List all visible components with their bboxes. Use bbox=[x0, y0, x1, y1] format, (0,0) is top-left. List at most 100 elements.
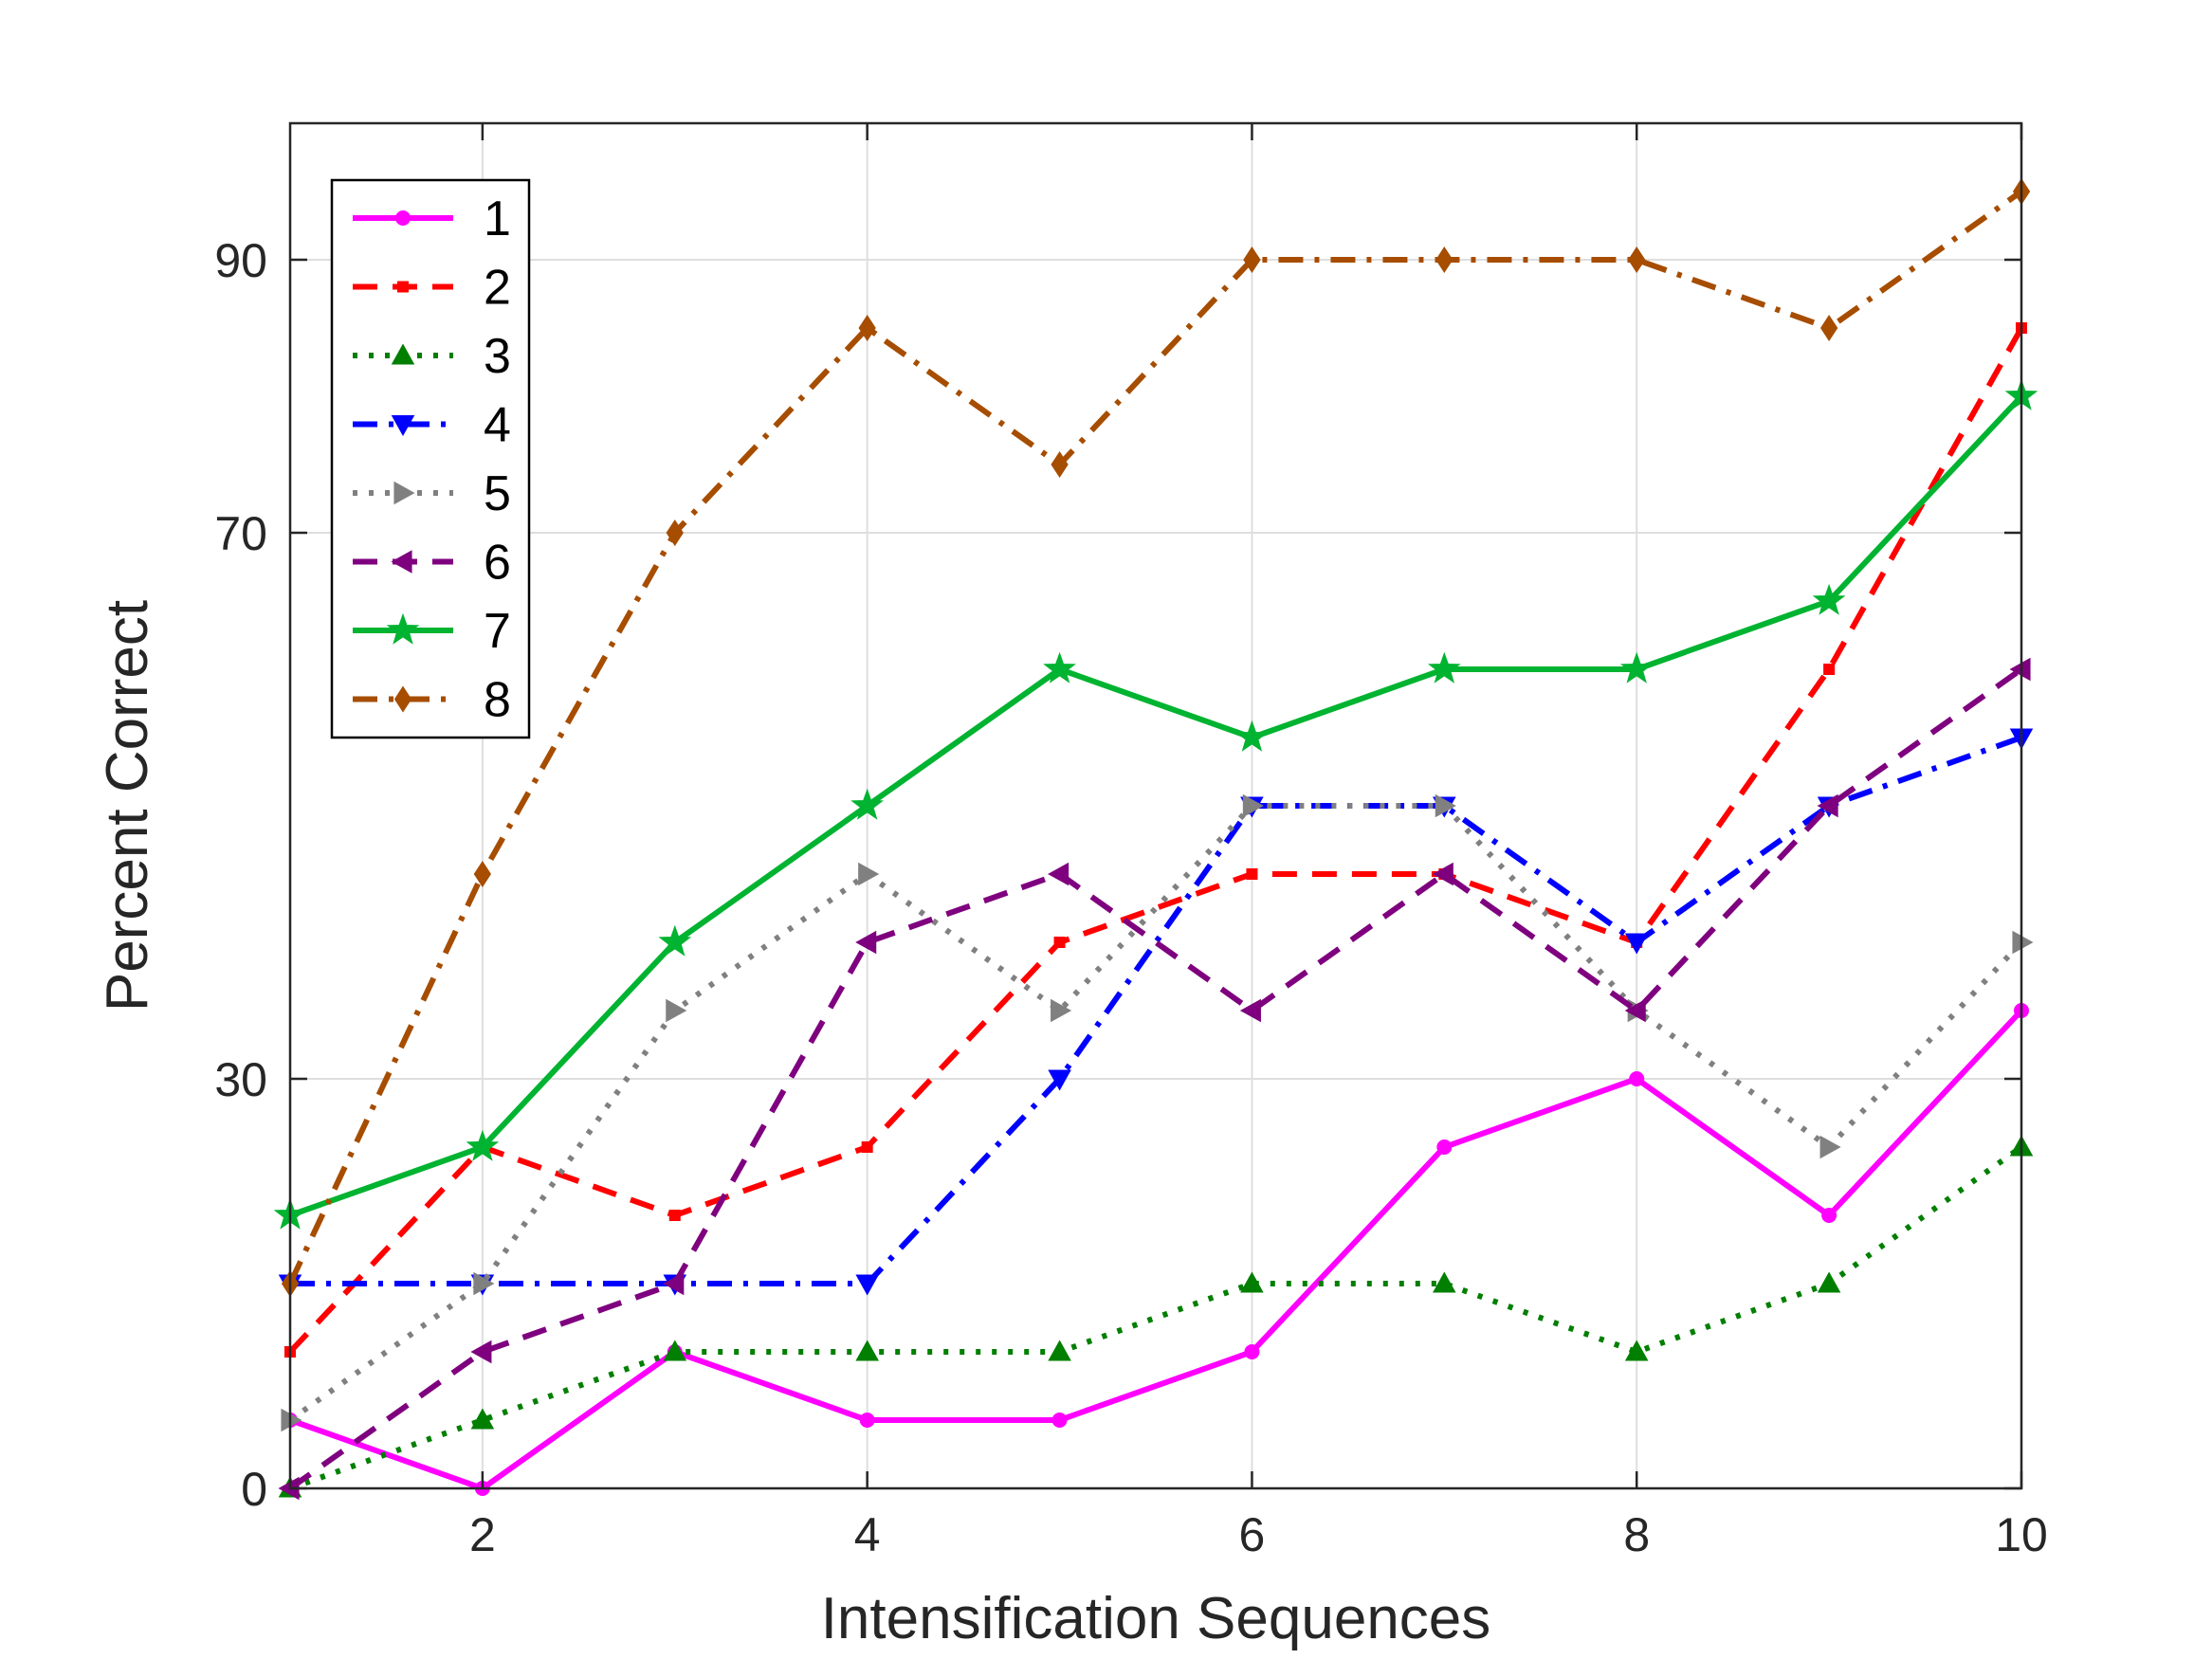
legend-marker bbox=[391, 414, 415, 437]
series-line-7 bbox=[288, 393, 2024, 1218]
y-tick-label: 70 bbox=[214, 507, 267, 560]
data-point bbox=[1821, 1208, 1837, 1223]
series-line-8 bbox=[287, 189, 2023, 1285]
data-point bbox=[1435, 793, 1456, 818]
data-point bbox=[1051, 998, 1072, 1023]
data-point bbox=[858, 315, 876, 341]
series-line-1 bbox=[288, 1008, 2024, 1491]
data-point bbox=[1823, 664, 1836, 675]
data-point bbox=[1048, 862, 1069, 886]
series-line-4 bbox=[290, 735, 2023, 1286]
data-point bbox=[1817, 1271, 1841, 1293]
x-tick-label: 6 bbox=[1239, 1508, 1266, 1561]
legend-marker bbox=[393, 481, 415, 505]
data-point bbox=[855, 1340, 879, 1361]
data-point bbox=[1628, 246, 1646, 273]
plot-frame bbox=[288, 121, 2023, 1490]
plot-area bbox=[290, 123, 2021, 1488]
series-line-6 bbox=[288, 666, 2023, 1491]
data-point bbox=[1048, 1069, 1071, 1091]
data-point bbox=[1051, 1413, 1068, 1428]
data-point bbox=[1433, 1271, 1456, 1293]
legend-item-6: 6 bbox=[353, 536, 511, 591]
data-point bbox=[861, 1141, 873, 1153]
data-point bbox=[1427, 651, 1461, 684]
legend-item-7: 7 bbox=[353, 604, 511, 659]
legend-item-3: 3 bbox=[353, 329, 511, 384]
legend-marker bbox=[393, 685, 412, 713]
y-tick-label: 0 bbox=[241, 1463, 267, 1516]
legend-label: 7 bbox=[484, 604, 511, 659]
data-point bbox=[1048, 1340, 1071, 1361]
y-axis-title: Percent Correct bbox=[95, 600, 160, 1012]
data-point bbox=[1246, 868, 1258, 880]
x-tick-label: 10 bbox=[1995, 1508, 2048, 1561]
legend-label: 5 bbox=[484, 466, 511, 521]
data-point bbox=[858, 862, 880, 886]
data-point bbox=[1624, 933, 1649, 955]
data-point bbox=[473, 1271, 495, 1296]
series-8 bbox=[281, 177, 2031, 1298]
series-line-2 bbox=[287, 326, 2024, 1355]
axis-ticks bbox=[290, 123, 2023, 1490]
data-point bbox=[1435, 246, 1453, 273]
data-point bbox=[1239, 998, 1261, 1023]
legend-label: 1 bbox=[484, 191, 511, 246]
legend-label: 4 bbox=[484, 398, 511, 453]
data-point bbox=[666, 520, 684, 547]
data-point bbox=[1624, 1340, 1649, 1361]
y-tick-label: 30 bbox=[214, 1053, 267, 1106]
legend: 1 2 3 4 5 6 7 8 bbox=[330, 178, 531, 739]
data-point bbox=[470, 1408, 495, 1430]
data-point bbox=[855, 930, 877, 955]
data-point bbox=[1819, 1135, 1841, 1159]
legend-label: 3 bbox=[484, 329, 511, 384]
y-tick-label: 90 bbox=[214, 234, 267, 287]
data-point bbox=[1051, 451, 1069, 478]
data-point bbox=[1432, 862, 1453, 886]
legend-marker bbox=[395, 210, 411, 226]
data-point bbox=[1243, 246, 1261, 273]
x-tick-label: 8 bbox=[1623, 1508, 1650, 1561]
data-point bbox=[1624, 998, 1646, 1023]
data-point bbox=[1812, 583, 1846, 615]
data-point bbox=[666, 998, 687, 1023]
data-point bbox=[855, 1274, 879, 1296]
x-tick-label: 2 bbox=[469, 1508, 496, 1561]
legend-item-5: 5 bbox=[353, 466, 511, 521]
data-point bbox=[663, 1271, 685, 1296]
data-point bbox=[1053, 937, 1066, 948]
data-point bbox=[1242, 793, 1264, 818]
legend-item-4: 4 bbox=[353, 398, 511, 453]
data-point bbox=[1043, 651, 1076, 684]
data-point bbox=[663, 1340, 687, 1361]
data-point bbox=[658, 924, 692, 957]
legend-marker bbox=[391, 550, 412, 574]
data-point bbox=[1235, 720, 1269, 752]
data-point bbox=[1436, 1139, 1453, 1155]
legend-marker bbox=[397, 281, 409, 293]
legend-label: 2 bbox=[484, 261, 511, 316]
data-point bbox=[859, 1413, 875, 1428]
legend-marker bbox=[386, 612, 420, 645]
data-point bbox=[1619, 651, 1654, 684]
legend-box bbox=[330, 178, 531, 739]
data-point bbox=[1240, 1271, 1264, 1293]
data-point bbox=[850, 788, 885, 820]
tick-labels: 2 4 6 8 10 0 30 70 90 bbox=[214, 234, 2047, 1561]
legend-label: 8 bbox=[484, 673, 511, 728]
legend-item-1: 1 bbox=[353, 191, 511, 246]
legend-item-2: 2 bbox=[353, 261, 511, 316]
data-point bbox=[1820, 315, 1838, 341]
data-point bbox=[473, 861, 491, 887]
legend-marker bbox=[391, 343, 415, 365]
data-point bbox=[470, 1340, 492, 1364]
data-point bbox=[1629, 1071, 1645, 1086]
data-point bbox=[1244, 1344, 1260, 1359]
data-point bbox=[466, 1129, 500, 1161]
data-point bbox=[668, 1210, 681, 1221]
x-axis-title: Intensification Sequences bbox=[821, 1586, 1491, 1651]
legend-item-8: 8 bbox=[353, 673, 511, 728]
x-tick-label: 4 bbox=[854, 1508, 881, 1561]
